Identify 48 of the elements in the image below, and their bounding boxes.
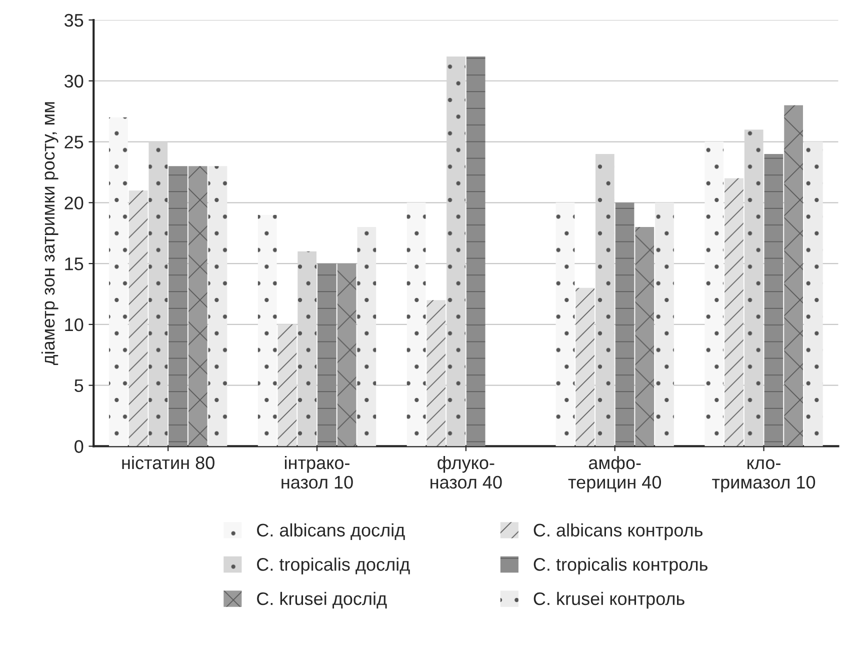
- bar: [258, 214, 277, 446]
- legend-label: C. albicans дослід: [257, 523, 405, 540]
- y-tick-label: 0: [74, 440, 84, 453]
- y-tick-label: 30: [64, 74, 84, 88]
- y-tick-label: 5: [74, 379, 84, 392]
- bar: [615, 202, 634, 446]
- bar: [576, 288, 594, 446]
- bar: [188, 166, 208, 446]
- y-tick-label: 20: [64, 196, 84, 210]
- y-axis-title: діаметр зон затримки росту, мм: [41, 102, 58, 366]
- bar: [298, 251, 316, 446]
- legend-label: C. krusei дослід: [257, 592, 387, 609]
- bar: [556, 202, 575, 446]
- bar: [128, 190, 148, 446]
- bar: [804, 142, 823, 446]
- x-tick-label: ністатин 80: [122, 456, 214, 470]
- bar: [148, 142, 168, 446]
- bar: [635, 227, 654, 446]
- y-tick-label: 25: [64, 136, 84, 148]
- x-tick-label: флуко- назол 40: [430, 456, 502, 489]
- y-tick-label: 35: [64, 14, 84, 27]
- legend-label: C. tropicalis контроль: [534, 558, 708, 574]
- bar: [764, 154, 784, 446]
- y-tick-label: 10: [65, 318, 84, 332]
- bar: [595, 154, 614, 446]
- bar: [784, 105, 803, 446]
- bar: [168, 166, 188, 446]
- bar: [337, 264, 356, 446]
- bar: [744, 130, 764, 446]
- bar: [406, 202, 426, 446]
- y-tick-label: 15: [65, 258, 84, 270]
- legend-label: C. albicans контроль: [534, 523, 702, 540]
- x-tick-label: кло- тримазол 10: [712, 459, 816, 492]
- bar: [724, 178, 744, 446]
- bar: [704, 142, 724, 446]
- bar: [655, 202, 674, 446]
- legend-label: C. tropicalis дослід: [257, 558, 410, 574]
- bar: [208, 166, 228, 446]
- bar: [278, 324, 297, 446]
- bar: [317, 264, 336, 446]
- bar: [109, 117, 128, 446]
- x-tick-label: амфо- терицин 40: [568, 456, 662, 492]
- bar: [466, 56, 486, 446]
- x-tick-label: інтрако- назол 10: [282, 456, 353, 489]
- bar: [446, 56, 466, 446]
- legend-label: C. krusei контроль: [534, 592, 684, 609]
- bar: [357, 227, 376, 446]
- bar: [426, 300, 446, 446]
